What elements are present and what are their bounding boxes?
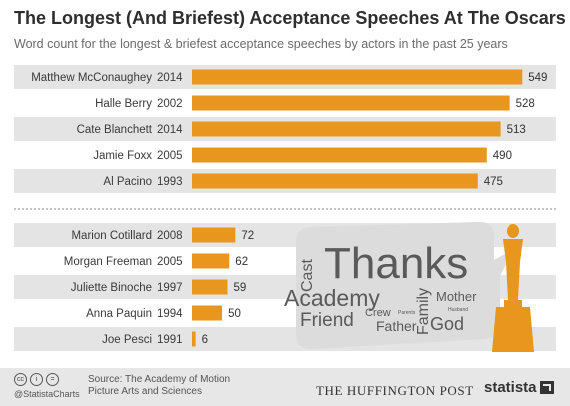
year-label: 2014 [157, 72, 183, 84]
actor-label: Marion Cotillard [71, 230, 152, 242]
no-derivatives-icon: = [46, 373, 59, 386]
bar-anna-paquin [192, 305, 223, 321]
cloud-word-god: God [430, 314, 464, 334]
value-label: 528 [516, 98, 535, 110]
attribution-icon: i [30, 373, 43, 386]
value-label: 62 [235, 256, 248, 268]
actor-label: Juliette Binoche [71, 282, 152, 294]
actor-label: Al Pacino [103, 176, 152, 188]
cloud-word-thanks: Thanks [324, 239, 468, 288]
actor-label: Matthew McConaughey [31, 72, 152, 84]
year-label: 1991 [157, 334, 183, 346]
publisher-logo: The Huffington Post [316, 383, 474, 398]
statista-logo-mark-icon [540, 381, 554, 394]
chart-title: The Longest (And Briefest) Acceptance Sp… [14, 8, 566, 28]
bar-matthew-mcconaughey [192, 69, 523, 85]
bar-cate-blanchett [192, 121, 501, 137]
value-label: 50 [228, 308, 241, 320]
cloud-word-husband: Husband [448, 307, 468, 313]
bar-al-pacino [192, 173, 478, 189]
cloud-word-friend: Friend [300, 310, 354, 331]
source-note: Source: The Academy of Motion Picture Ar… [88, 374, 231, 397]
bar-marion-cotillard [192, 227, 236, 243]
year-label: 2005 [157, 256, 183, 268]
actor-label: Joe Pesci [102, 334, 152, 346]
value-label: 549 [528, 72, 547, 84]
actor-label: Halle Berry [95, 98, 152, 110]
year-label: 1997 [157, 282, 183, 294]
cloud-word-cast: Cast [299, 259, 316, 292]
bar-juliette-binoche [192, 279, 228, 295]
year-label: 2008 [157, 230, 183, 242]
year-label: 2014 [157, 124, 183, 136]
value-label: 490 [493, 150, 512, 162]
year-label: 2002 [157, 98, 183, 110]
cloud-word-crew: Crew [365, 307, 391, 319]
bar-halle-berry [192, 95, 510, 111]
actor-label: Jamie Foxx [93, 150, 152, 162]
value-label: 6 [202, 334, 208, 346]
year-label: 2005 [157, 150, 183, 162]
bar-jamie-foxx [192, 147, 487, 163]
cloud-word-academy: Academy [284, 285, 380, 311]
cloud-word-mother: Mother [436, 289, 477, 304]
actor-label: Anna Paquin [86, 308, 152, 320]
value-label: 72 [241, 230, 254, 242]
value-label: 475 [484, 176, 503, 188]
row-labels: Matthew McConaughey 2014 549 Halle Berry 200… [31, 72, 547, 346]
value-label: 513 [507, 124, 526, 136]
bar-morgan-freeman [192, 253, 230, 269]
bar-joe-pesci [192, 331, 196, 347]
year-label: 1993 [157, 176, 183, 188]
cloud-word-family: Family [415, 288, 432, 335]
value-label: 59 [233, 282, 246, 294]
bars [192, 69, 523, 347]
chart-subtitle: Word count for the longest & briefest ac… [14, 37, 508, 51]
actor-label: Cate Blanchett [77, 124, 153, 136]
statista-logo: statista [484, 379, 537, 396]
speech-bubble [296, 221, 514, 350]
year-label: 1994 [157, 308, 183, 320]
cloud-word-father: Father [376, 318, 417, 334]
statista-handle: @StatistaCharts [14, 389, 80, 399]
actor-label: Morgan Freeman [64, 256, 152, 268]
cc-license-icon: cc [14, 373, 27, 386]
bar-chart: Matthew McConaughey 2014 549 Halle Berry 200… [14, 65, 556, 352]
oscar-statuette-icon [492, 224, 534, 352]
footer-band [0, 368, 570, 406]
cloud-word-parents: Parents [398, 310, 416, 316]
